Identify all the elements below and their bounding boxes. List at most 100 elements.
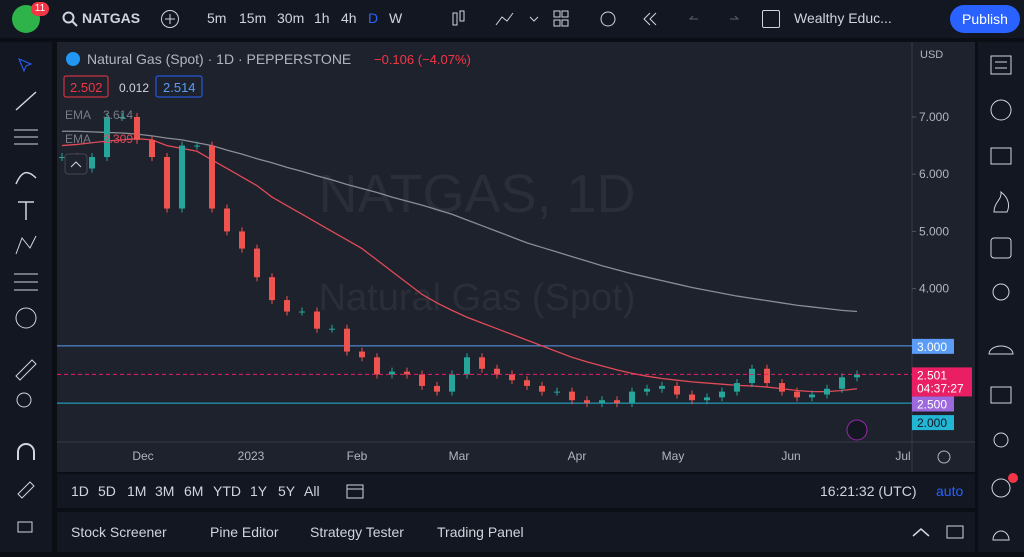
x-tick-label: Mar xyxy=(449,449,470,463)
chart-background xyxy=(57,42,912,442)
candle-body xyxy=(239,231,245,249)
last-price-box xyxy=(912,367,972,397)
range-button[interactable]: 1M xyxy=(127,483,147,499)
candle-body xyxy=(434,385,440,392)
time-axis-background xyxy=(57,442,912,472)
x-tick-label: May xyxy=(662,449,685,463)
candle-body xyxy=(119,116,125,118)
x-tick-label: Jul xyxy=(895,449,910,463)
range-button[interactable]: YTD xyxy=(213,483,241,499)
legend-change: −0.106 (−4.07%) xyxy=(374,52,471,67)
range-button[interactable]: 5D xyxy=(98,483,116,499)
ema-value: 2.309 xyxy=(103,132,133,146)
candle-body xyxy=(479,357,485,369)
publish-button[interactable]: Publish xyxy=(950,5,1020,33)
lightning-icon xyxy=(846,419,868,441)
tab[interactable]: Pine Editor xyxy=(210,524,279,540)
candle-body xyxy=(89,157,95,169)
level-label: 2.000 xyxy=(917,416,947,430)
currency: USD xyxy=(920,49,943,61)
chart-tools[interactable] xyxy=(450,9,570,29)
spread: 0.012 xyxy=(119,81,149,95)
candle-body xyxy=(59,157,65,159)
x-tick-label: Dec xyxy=(132,449,153,463)
level-label: 3.000 xyxy=(917,340,947,354)
right-toolbar xyxy=(978,42,1024,552)
range-button[interactable]: All xyxy=(304,483,320,499)
x-tick-label: Feb xyxy=(347,449,368,463)
badge: 11 xyxy=(31,2,49,16)
symbol[interactable]: NATGAS xyxy=(82,10,141,26)
candle-body xyxy=(134,116,140,140)
action-icons[interactable] xyxy=(598,9,748,29)
candle-body xyxy=(419,374,425,386)
auto-scale[interactable]: auto xyxy=(936,483,964,499)
layout-checkbox[interactable] xyxy=(762,10,780,28)
candle-body xyxy=(779,383,785,392)
candle-body xyxy=(629,391,635,404)
tab[interactable]: Strategy Tester xyxy=(310,524,404,540)
candle-body xyxy=(524,380,530,386)
left-toolbar xyxy=(0,42,52,552)
interval[interactable]: 15m xyxy=(239,10,267,26)
candle-body xyxy=(539,385,545,392)
layout-name[interactable]: Wealthy Educ... xyxy=(794,10,892,26)
marker-box xyxy=(912,396,954,412)
bottom-tabs: Stock Screener Pine Editor Strategy Tester… xyxy=(57,512,975,552)
candle-body xyxy=(854,374,860,378)
x-tick-label: 2023 xyxy=(238,449,265,463)
level-label-box xyxy=(912,415,954,431)
candle-body xyxy=(179,145,185,209)
y-tick-label: 4.000 xyxy=(919,282,949,296)
last-price-label: 2.501 xyxy=(917,368,947,382)
interval[interactable]: 4h xyxy=(341,10,357,26)
watermark-description: Natural Gas (Spot) xyxy=(319,277,636,319)
chart-pane[interactable]: NATGAS, 1D Natural Gas (Spot) USD 4.000 5.00… xyxy=(57,42,975,472)
range-button[interactable]: 1Y xyxy=(250,483,268,499)
marker-label: 2.500 xyxy=(917,397,947,411)
ema-name: EMA xyxy=(65,132,91,146)
interval[interactable]: 1h xyxy=(314,10,330,26)
panel-controls[interactable] xyxy=(909,522,969,542)
tab[interactable]: Stock Screener xyxy=(71,524,167,540)
range-button[interactable]: 5Y xyxy=(278,483,296,499)
candle-body xyxy=(704,397,710,401)
candle-body xyxy=(764,368,770,384)
range-button[interactable]: 6M xyxy=(184,483,204,499)
interval[interactable]: 5m xyxy=(207,10,227,26)
candle-body xyxy=(584,400,590,404)
candle-body xyxy=(359,351,365,358)
candle-body xyxy=(824,388,830,395)
legend-title: Natural Gas (Spot) · 1D · PEPPERSTONE xyxy=(87,51,351,67)
bid: 2.502 xyxy=(70,80,103,95)
candle-body xyxy=(749,368,755,384)
candle-body xyxy=(614,400,620,404)
interval[interactable]: 30m xyxy=(277,10,305,26)
candle-body xyxy=(164,157,170,209)
candle-body xyxy=(374,357,380,375)
interval[interactable]: W xyxy=(389,10,403,26)
add-symbol[interactable] xyxy=(160,9,180,29)
ema-line xyxy=(61,138,858,393)
y-tick-label: 5.000 xyxy=(919,224,949,238)
y-tick-label: 7.000 xyxy=(919,110,949,124)
drawing-tools[interactable] xyxy=(0,42,52,552)
candle-body xyxy=(299,311,305,313)
ema-line xyxy=(62,130,858,313)
candle-body xyxy=(254,248,260,278)
candle-body xyxy=(449,374,455,392)
x-tick-label: Apr xyxy=(568,449,587,463)
bid-box xyxy=(63,75,109,98)
range-button[interactable]: 3M xyxy=(155,483,175,499)
widget-icons[interactable] xyxy=(978,42,1024,552)
tab[interactable]: Trading Panel xyxy=(437,524,524,540)
ask: 2.514 xyxy=(163,80,196,95)
interval[interactable]: D xyxy=(368,10,379,26)
candle-body xyxy=(284,300,290,312)
candle-body xyxy=(149,139,155,158)
date-range-icon[interactable] xyxy=(345,481,365,501)
top-toolbar: 11 NATGAS 5m 15m 30m 1h 4h D W Wealthy Educ...… xyxy=(0,0,1024,38)
ema-value: 3.614 xyxy=(103,108,133,122)
range-button[interactable]: 1D xyxy=(71,483,89,499)
